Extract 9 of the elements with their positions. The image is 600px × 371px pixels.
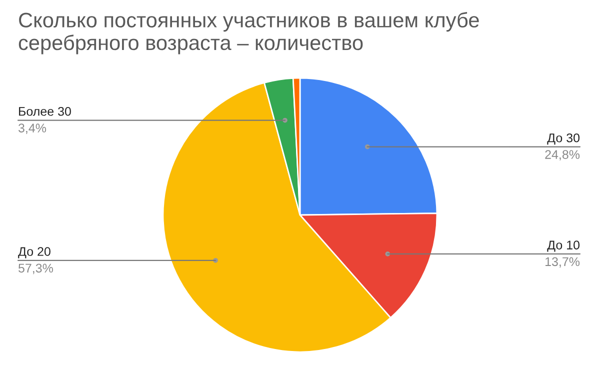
slice-label: До 30 <box>547 133 580 145</box>
data-label: 24,8% <box>545 150 580 160</box>
slice-label: Более 30 <box>19 106 71 116</box>
chart-title: Сколько постоянных участников в вашем клубе серебряного возраста – количество <box>18 12 479 54</box>
slice-label: До 20 <box>18 247 50 258</box>
data-label: 57,3% <box>18 264 53 274</box>
slice-label: До 10 <box>547 240 580 252</box>
data-label: 3,4% <box>18 124 46 134</box>
data-label: 13,7% <box>546 257 580 268</box>
